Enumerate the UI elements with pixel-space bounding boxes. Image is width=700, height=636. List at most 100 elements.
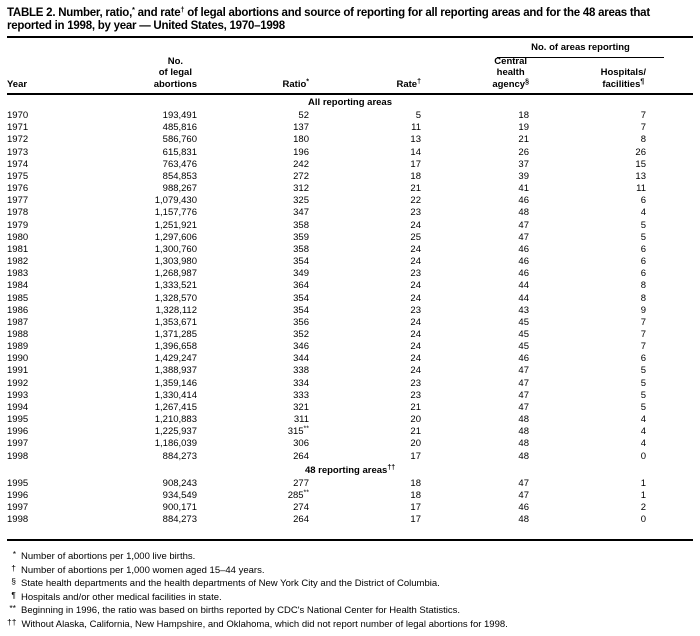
footnote-marker: ** [9, 603, 16, 614]
rate-cell: 24 [410, 341, 421, 353]
ratio-cell: 264 [293, 450, 309, 462]
table-row: 1988 1,371,285 352 24 45 7 [7, 329, 693, 341]
table-row: 1983 1,268,987 349 23 46 6 [7, 268, 693, 280]
agency-cell: 47 [518, 231, 529, 243]
rate-cell: 24 [410, 316, 421, 328]
facilities-footnote-marker: ¶ [640, 78, 645, 85]
table-row: 1972 586,760 180 13 21 8 [7, 134, 693, 146]
facilities-cell: 5 [640, 377, 646, 389]
row-spacer [646, 147, 693, 159]
row-spacer [646, 293, 693, 305]
row-spacer [646, 390, 693, 402]
facilities-cell: 0 [640, 450, 646, 462]
table-row: 1985 1,328,570 354 24 44 8 [7, 293, 693, 305]
year-cell: 1991 [7, 365, 29, 377]
rate-cell: 20 [410, 438, 421, 450]
agency-cell: 19 [518, 122, 529, 134]
facilities-cell: 6 [640, 195, 646, 207]
row-spacer [646, 280, 693, 292]
year-cell: 1979 [7, 219, 29, 231]
row-spacer [646, 414, 693, 426]
year-cell: 1971 [7, 122, 29, 134]
section-header-row: 48 reporting areas†† [7, 463, 693, 478]
areas-reporting-spanner-header: No. of areas reporting [497, 42, 664, 58]
table-row: 1989 1,396,658 346 24 45 7 [7, 341, 693, 353]
abortions-cell: 900,171 [162, 502, 197, 514]
agency-cell: 47 [518, 477, 529, 489]
year-cell: 1987 [7, 316, 29, 328]
row-spacer [646, 207, 693, 219]
ratio-cell: 277 [293, 477, 309, 489]
table-row: 1973 615,831 196 14 26 26 [7, 147, 693, 159]
abortions-cell: 934,549 [162, 490, 197, 501]
year-cell: 1985 [7, 292, 29, 304]
ratio-cell: 333 [293, 389, 309, 401]
row-spacer [646, 490, 693, 502]
rate-footnote-marker: † [417, 78, 421, 85]
row-spacer [646, 110, 693, 122]
table-row: 1970 193,491 52 5 18 7 [7, 110, 693, 122]
year-cell: 1993 [7, 389, 29, 401]
row-spacer [646, 378, 693, 390]
footnote-marker: †† [7, 616, 17, 627]
rate-cell: 17 [410, 158, 421, 170]
facilities-cell: 4 [640, 438, 646, 450]
facilities-cell: 15 [635, 158, 646, 170]
abortions-cell: 1,303,980 [154, 256, 197, 268]
rate-cell: 18 [410, 170, 421, 182]
ratio-cell: 312 [293, 183, 309, 195]
abortions-cell: 854,853 [162, 170, 197, 182]
section-header: All reporting areas [308, 97, 392, 108]
agency-cell: 44 [518, 280, 529, 292]
ratio-cell: 344 [293, 353, 309, 365]
agency-cell: 46 [518, 195, 529, 207]
year-cell: 1977 [7, 195, 29, 207]
ratio-cell: 52 [298, 110, 309, 122]
facilities-cell: 1 [640, 477, 646, 489]
abortions-cell: 1,353,671 [154, 316, 197, 328]
ratio-cell: 347 [293, 207, 309, 219]
agency-footnote-marker: § [525, 78, 529, 85]
rate-cell: 24 [410, 353, 421, 365]
abortions-column-header: No. of legal abortions [62, 56, 197, 91]
ratio-cell: 325 [293, 195, 309, 207]
rate-cell: 11 [411, 122, 421, 134]
abortions-cell: 908,243 [162, 477, 197, 489]
agency-cell: 26 [518, 146, 529, 158]
table-row: 1980 1,297,606 359 25 47 5 [7, 232, 693, 244]
ratio-cell: 196 [293, 146, 309, 158]
row-spacer [646, 232, 693, 244]
facilities-cell: 4 [640, 414, 646, 426]
year-cell: 1974 [7, 158, 29, 170]
row-spacer [646, 502, 693, 514]
abortions-cell: 1,371,285 [154, 328, 197, 340]
agency-cell: 46 [518, 502, 529, 514]
rate-cell: 18 [410, 477, 421, 489]
abortions-cell: 1,251,921 [154, 219, 197, 231]
ratio-cell: 358 [293, 243, 309, 255]
agency-cell: 39 [518, 170, 529, 182]
agency-cell: 48 [518, 438, 529, 450]
year-cell: 1980 [7, 231, 29, 243]
agency-cell: 47 [518, 389, 529, 401]
table-row: 1974 763,476 242 17 37 15 [7, 159, 693, 171]
table-row: 1995 1,210,883 311 20 48 4 [7, 414, 693, 426]
footnote-live-births: * Number of abortions per 1,000 live birt… [7, 549, 693, 564]
ratio-cell: 358 [293, 219, 309, 231]
row-spacer [646, 268, 693, 280]
rate-cell: 25 [410, 231, 421, 243]
table-row: 1986 1,328,112 354 23 43 9 [7, 305, 693, 317]
abortions-cell: 1,268,987 [154, 268, 197, 280]
ratio-cell: 334 [293, 377, 309, 389]
title-line-1: TABLE 2. Number, ratio,* and rate† of le… [7, 6, 693, 20]
ratio-cell: 306 [293, 438, 309, 450]
ratio-cell: 315** [287, 425, 309, 438]
ratio-cell: 272 [293, 170, 309, 182]
abortions-cell: 1,388,937 [154, 365, 197, 377]
facilities-cell: 13 [635, 170, 646, 182]
ratio-cell: 264 [293, 514, 309, 526]
year-cell: 1996 [7, 426, 29, 438]
column-headers: No. of areas reporting Year No. of legal… [7, 38, 693, 95]
row-spacer [646, 244, 693, 256]
rate-column-header: Rate† [396, 78, 422, 90]
